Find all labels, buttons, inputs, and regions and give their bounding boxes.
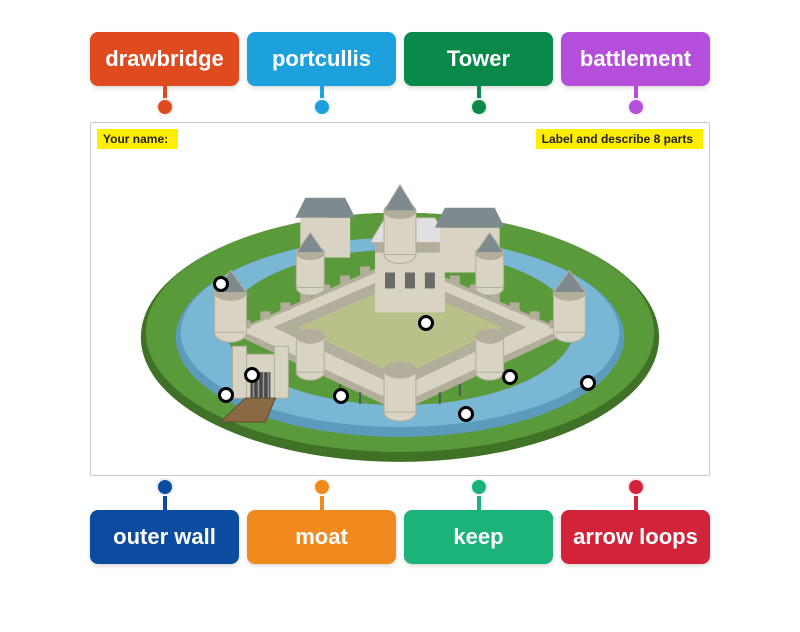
label-stem <box>477 496 481 510</box>
drop-target-4[interactable] <box>333 388 349 404</box>
drop-target-1[interactable] <box>213 276 229 292</box>
label-card-moat[interactable]: moat <box>247 480 396 564</box>
label-stem <box>163 496 167 510</box>
instruction: Label and describe 8 parts <box>536 129 703 149</box>
drop-target-7[interactable] <box>502 369 518 385</box>
label-pin <box>313 478 331 496</box>
label-pin <box>156 98 174 116</box>
label-card-outer-wall[interactable]: outer wall <box>90 480 239 564</box>
label-text: battlement <box>561 32 710 86</box>
drop-target-8[interactable] <box>580 375 596 391</box>
drop-target-3[interactable] <box>218 387 234 403</box>
label-stem <box>320 496 324 510</box>
label-stem <box>634 496 638 510</box>
name-prompt: Your name: <box>97 129 178 149</box>
label-pin <box>156 478 174 496</box>
label-text: arrow loops <box>561 510 710 564</box>
label-text: Tower <box>404 32 553 86</box>
label-card-keep[interactable]: keep <box>404 480 553 564</box>
drop-target-6[interactable] <box>458 406 474 422</box>
label-card-drawbridge[interactable]: drawbridge <box>90 32 239 116</box>
label-pin <box>470 98 488 116</box>
drop-target-5[interactable] <box>418 315 434 331</box>
diagram-panel: Your name: Label and describe 8 parts <box>90 122 710 476</box>
label-card-tower[interactable]: Tower <box>404 32 553 116</box>
label-pin <box>627 478 645 496</box>
label-pin <box>313 98 331 116</box>
castle-illustration <box>91 123 709 476</box>
label-text: moat <box>247 510 396 564</box>
label-text: portcullis <box>247 32 396 86</box>
label-text: drawbridge <box>90 32 239 86</box>
label-text: outer wall <box>90 510 239 564</box>
label-text: keep <box>404 510 553 564</box>
label-card-portcullis[interactable]: portcullis <box>247 32 396 116</box>
bottom-label-row: outer wall moat keep arrow loops <box>0 480 800 564</box>
drop-target-2[interactable] <box>244 367 260 383</box>
label-pin <box>627 98 645 116</box>
label-card-battlement[interactable]: battlement <box>561 32 710 116</box>
diagram-topbar: Your name: Label and describe 8 parts <box>97 129 703 149</box>
top-label-row: drawbridge portcullis Tower battlement <box>0 32 800 116</box>
label-card-arrow-loops[interactable]: arrow loops <box>561 480 710 564</box>
label-pin <box>470 478 488 496</box>
